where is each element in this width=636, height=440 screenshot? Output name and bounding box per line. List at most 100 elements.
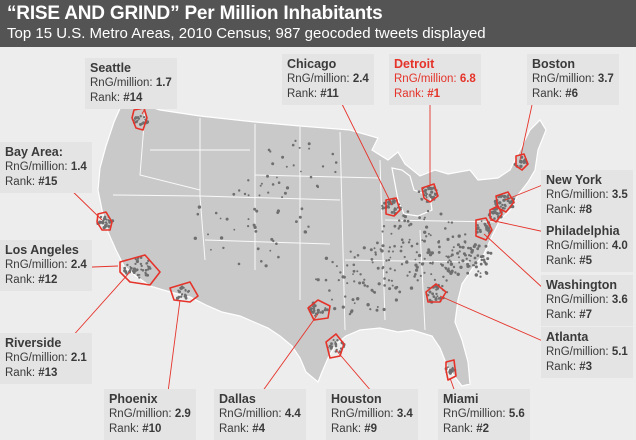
tweet-dot (445, 255, 448, 258)
label-metric: RnG/million: 1.7 (90, 77, 172, 89)
tweet-dot (389, 256, 392, 259)
tweet-dot (307, 225, 310, 228)
tweet-dot (107, 219, 110, 221)
tweet-dot (447, 366, 449, 368)
tweet-dot (324, 278, 328, 282)
tweet-dot (125, 271, 128, 275)
tweet-dot (451, 235, 455, 238)
tweet-dot (272, 239, 275, 243)
tweet-dot (466, 262, 470, 266)
tweet-dot (381, 204, 384, 207)
tweet-dot (495, 212, 499, 216)
tweet-dot (458, 250, 461, 253)
tweet-dot (476, 254, 480, 257)
tweet-dot (314, 312, 318, 316)
tweet-dot (486, 225, 489, 228)
tweet-dot (425, 225, 429, 229)
tweet-dot (298, 146, 301, 149)
label-dallas: Dallas RnG/million: 4.4 Rank: #4 (214, 389, 306, 440)
tweet-dot (352, 273, 354, 275)
tweet-dot (321, 312, 324, 314)
tweet-dot (522, 159, 526, 163)
tweet-dot (458, 261, 461, 264)
label-metric: RnG/million: 1.4 (5, 161, 87, 173)
label-rank: Rank: #10 (109, 423, 162, 435)
tweet-dot (391, 284, 394, 287)
tweet-dot (339, 271, 342, 274)
tweet-dot (427, 232, 430, 235)
tweet-dot (356, 297, 360, 301)
label-riverside: Riverside RnG/million: 2.1 Rank: #13 (0, 333, 92, 384)
label-rank: Rank: #15 (5, 176, 58, 188)
tweet-dot (423, 257, 426, 260)
tweet-dot (506, 199, 510, 203)
tweet-dot (277, 181, 281, 184)
tweet-dot (361, 281, 365, 285)
label-atlanta: Atlanta RnG/million: 5.1 Rank: #3 (541, 327, 633, 378)
tweet-dot (464, 233, 467, 236)
metro-atlanta (425, 283, 447, 303)
tweet-dot (370, 258, 374, 261)
tweet-dot (423, 271, 426, 274)
tweet-dot (407, 241, 411, 244)
tweet-dot (499, 201, 502, 205)
tweet-dot (457, 256, 460, 259)
tweet-dot (410, 244, 414, 248)
tweet-dot (429, 261, 432, 265)
tweet-dot (180, 285, 184, 289)
tweet-dot (207, 233, 209, 236)
tweet-dot (485, 228, 488, 231)
tweet-dot (335, 265, 338, 268)
tweet-dot (369, 248, 373, 252)
tweet-dot (186, 290, 190, 293)
tweet-dot (219, 217, 222, 220)
label-los-angeles: Los Angeles RnG/million: 2.4 Rank: #12 (0, 240, 92, 291)
tweet-dot (385, 259, 388, 262)
label-city: Atlanta (546, 330, 589, 344)
tweet-dot (383, 277, 386, 280)
tweet-dot (519, 164, 523, 168)
tweet-dot (374, 253, 377, 256)
tweet-dot (382, 225, 386, 228)
label-city: Houston (331, 392, 382, 406)
tweet-dot (400, 263, 404, 266)
tweet-dot (406, 210, 410, 213)
tweet-dot (415, 242, 419, 246)
tweet-dot (105, 218, 108, 221)
tweet-dot (437, 251, 441, 254)
tweet-dot (454, 271, 457, 274)
tweet-dot (399, 249, 403, 253)
tweet-dot (382, 206, 386, 210)
tweet-dot (140, 264, 143, 268)
tweet-dot (445, 279, 448, 282)
tweet-dot (104, 224, 107, 227)
tweet-dot (147, 268, 150, 271)
tweet-dot (253, 225, 257, 229)
tweet-dot (483, 222, 486, 225)
tweet-dot (394, 298, 398, 302)
tweet-dot (388, 287, 392, 291)
tweet-dot (295, 220, 298, 224)
tweet-dot (294, 139, 297, 142)
tweet-dot (452, 246, 455, 249)
tweet-dot (376, 306, 379, 308)
tweet-dot (334, 161, 338, 164)
label-metric: RnG/million: 5.1 (546, 346, 628, 358)
label-rank: Rank: #13 (5, 367, 58, 379)
tweet-dot (254, 230, 258, 233)
tweet-dot (429, 195, 433, 199)
tweet-dot (266, 174, 269, 178)
tweet-dot (447, 267, 450, 270)
tweet-dot (138, 276, 141, 279)
label-metric: RnG/million: 6.8 (394, 73, 476, 85)
metro-outlines (96, 107, 529, 381)
tweet-dot (144, 268, 148, 272)
tweet-dot (232, 192, 236, 196)
tweet-dot (269, 150, 272, 153)
tweet-dot (452, 265, 456, 269)
tweet-dot (418, 216, 421, 220)
tweet-dot (102, 219, 105, 222)
tweet-dot (123, 266, 127, 270)
tweet-dot (346, 282, 349, 285)
tweet-dot (458, 245, 462, 249)
